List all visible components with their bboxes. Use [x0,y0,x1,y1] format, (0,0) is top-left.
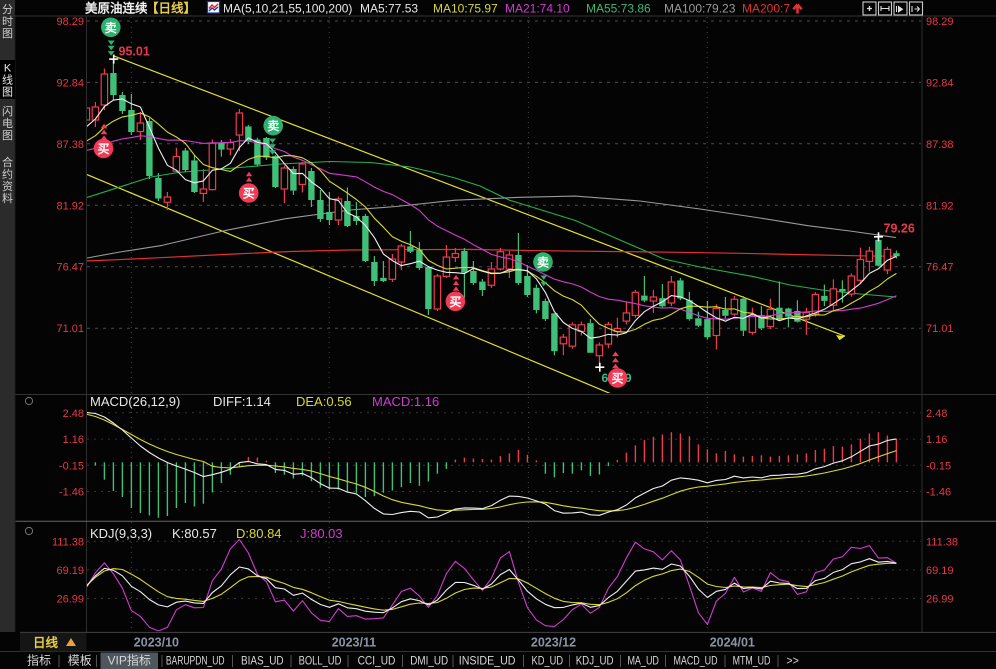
svg-text:2023/11: 2023/11 [332,636,377,650]
svg-text:分: 分 [2,3,13,16]
svg-text:1.16: 1.16 [63,434,84,446]
svg-text:95.01: 95.01 [119,45,150,59]
svg-text:卖: 卖 [537,255,549,270]
svg-text:81.92: 81.92 [926,200,954,212]
svg-text:87.38: 87.38 [56,139,84,151]
svg-text:98.29: 98.29 [926,16,954,28]
svg-text:>>: >> [786,656,799,668]
svg-text:76.47: 76.47 [56,262,84,274]
svg-text:2023/10: 2023/10 [134,636,179,650]
svg-text:图: 图 [2,129,13,142]
svg-text:69.19: 69.19 [926,565,954,577]
svg-text:98.29: 98.29 [56,16,84,28]
svg-text:81.92: 81.92 [56,200,84,212]
svg-text:MA(5,10,21,55,100,200): MA(5,10,21,55,100,200) [223,2,352,16]
svg-text:26.99: 26.99 [926,594,954,606]
svg-text:KDJ_UD: KDJ_UD [576,656,614,668]
svg-text:2.48: 2.48 [63,408,84,420]
svg-text:92.84: 92.84 [56,77,84,89]
svg-text:INSIDE_UD: INSIDE_UD [459,656,516,668]
svg-text:日线: 日线 [33,635,59,650]
svg-text:71.01: 71.01 [926,323,954,335]
svg-text:76.47: 76.47 [926,262,954,274]
svg-text:电: 电 [2,117,13,130]
svg-text:KD_UD: KD_UD [532,656,564,668]
svg-text:图: 图 [2,27,13,40]
svg-text:VIP指标: VIP指标 [108,653,151,668]
svg-text:DEA:0.56: DEA:0.56 [296,394,352,409]
svg-text:MA21:74.10: MA21:74.10 [505,2,570,16]
svg-text:【日线】: 【日线】 [146,1,196,16]
svg-text:料: 料 [2,191,13,205]
svg-text:71.01: 71.01 [56,323,84,335]
svg-text:2.48: 2.48 [926,408,947,420]
svg-text:MA100:79.23: MA100:79.23 [664,2,736,16]
svg-text:-1.46: -1.46 [926,487,951,499]
svg-text:87.38: 87.38 [926,139,954,151]
svg-text:MA10:75.97: MA10:75.97 [433,2,498,16]
svg-text:26.99: 26.99 [56,594,84,606]
svg-text:69.19: 69.19 [56,565,84,577]
svg-text:闪: 闪 [2,104,13,118]
svg-text:J:80.03: J:80.03 [300,526,343,541]
svg-text:2023/12: 2023/12 [531,636,576,650]
svg-text:买: 买 [611,372,623,386]
svg-text:K: K [4,63,12,75]
svg-text:111.38: 111.38 [52,536,84,548]
svg-text:BIAS_UD: BIAS_UD [241,656,284,668]
svg-text:MTM_UD: MTM_UD [733,656,771,668]
svg-text:卖: 卖 [267,118,279,133]
svg-text:CCI_UD: CCI_UD [358,656,396,668]
svg-text:买: 买 [243,187,255,201]
svg-text:BARUPDN_UD: BARUPDN_UD [166,656,225,668]
svg-text:合: 合 [2,155,13,169]
svg-text:MA55:73.86: MA55:73.86 [586,2,651,16]
svg-text:指标: 指标 [27,653,51,668]
svg-text:资: 资 [2,180,13,193]
svg-text:MA5:77.53: MA5:77.53 [360,2,418,16]
svg-text:111.38: 111.38 [926,536,958,548]
svg-text:MACD(26,12,9): MACD(26,12,9) [90,394,180,409]
svg-text:-0.15: -0.15 [926,460,951,472]
svg-text:2024/01: 2024/01 [710,636,755,650]
svg-text:约: 约 [2,168,13,181]
svg-text:KDJ(9,3,3): KDJ(9,3,3) [90,526,152,541]
svg-text:-0.15: -0.15 [59,460,84,472]
svg-text:买: 买 [449,295,461,309]
svg-text:1.16: 1.16 [926,434,947,446]
svg-text:买: 买 [97,142,109,156]
svg-text:MA_UD: MA_UD [627,656,659,668]
svg-text:美原油连续: 美原油连续 [85,1,148,16]
svg-text:MACD_UD: MACD_UD [673,656,717,668]
svg-text:K:80.57: K:80.57 [172,526,217,541]
svg-text:线: 线 [2,73,13,87]
svg-text:MA200:7: MA200:7 [742,2,790,16]
svg-text:D:80.84: D:80.84 [236,526,282,541]
svg-text:DMI_UD: DMI_UD [410,656,448,668]
svg-text:92.84: 92.84 [926,77,954,89]
svg-text:79.26: 79.26 [884,222,915,236]
svg-text:时: 时 [2,15,13,28]
svg-text:-1.46: -1.46 [59,487,84,499]
svg-text:MACD:1.16: MACD:1.16 [372,394,439,409]
svg-text:BOLL_UD: BOLL_UD [299,656,342,668]
svg-text:模板: 模板 [68,654,92,668]
svg-text:图: 图 [2,86,13,99]
svg-text:DIFF:1.14: DIFF:1.14 [213,394,271,409]
svg-text:卖: 卖 [105,20,117,35]
